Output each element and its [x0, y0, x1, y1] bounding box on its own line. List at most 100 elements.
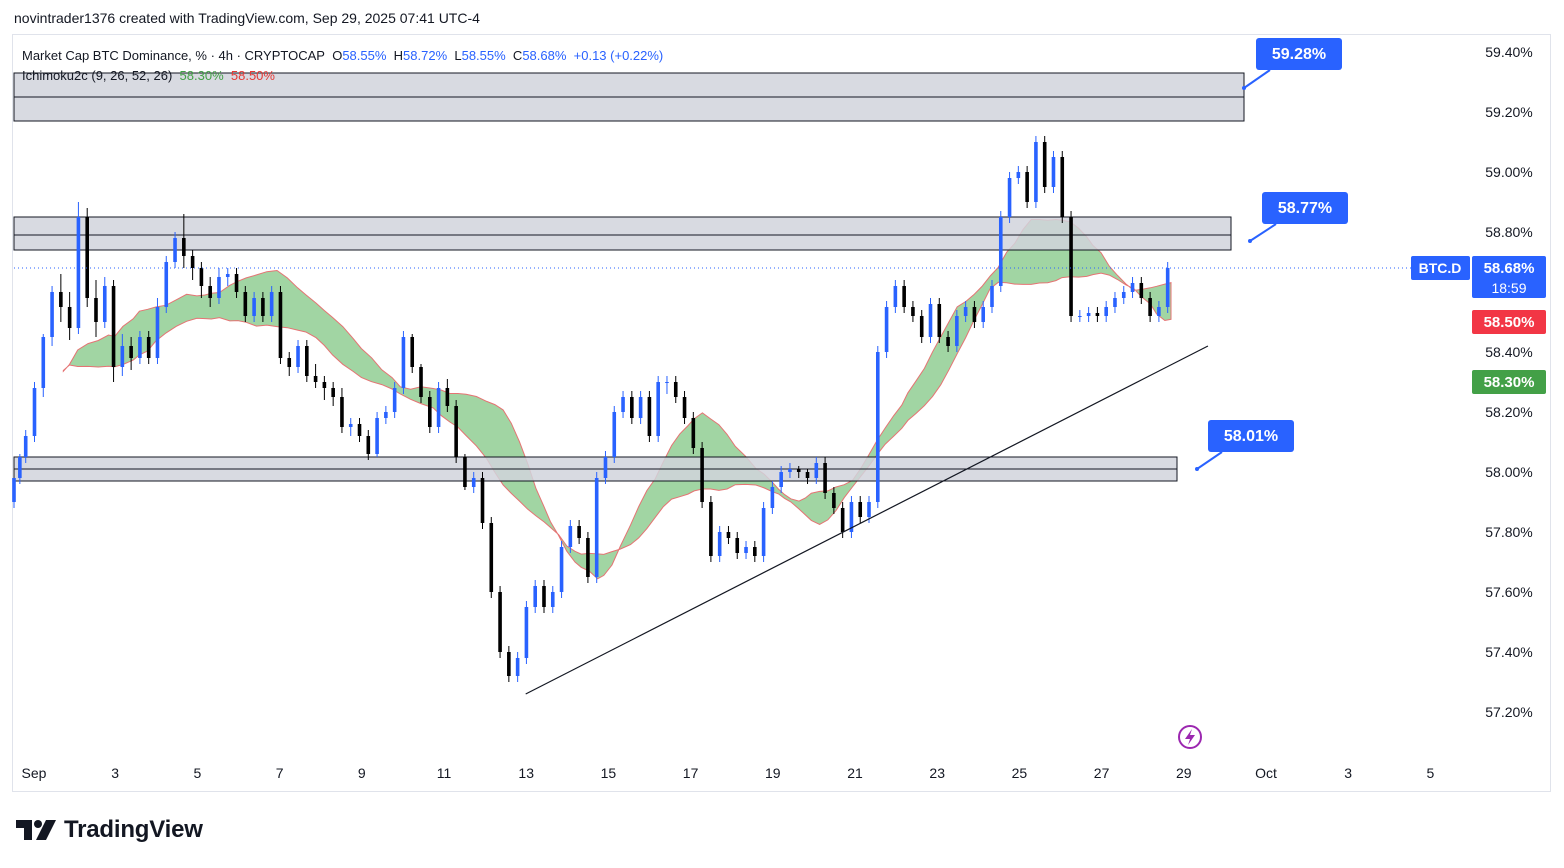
candle[interactable] — [463, 457, 467, 487]
candle[interactable] — [1148, 298, 1152, 316]
candle[interactable] — [840, 508, 845, 532]
candle[interactable] — [32, 388, 37, 436]
candle[interactable] — [665, 382, 669, 383]
candle[interactable] — [955, 316, 959, 346]
candle[interactable] — [717, 532, 722, 556]
candle[interactable] — [559, 547, 564, 592]
candle[interactable] — [1165, 268, 1170, 307]
candle[interactable] — [41, 337, 46, 388]
candle[interactable] — [1060, 157, 1065, 217]
candle[interactable] — [779, 472, 783, 487]
candle[interactable] — [313, 376, 318, 382]
candle[interactable] — [709, 502, 713, 556]
candle[interactable] — [603, 457, 608, 478]
candle[interactable] — [542, 586, 546, 607]
candle[interactable] — [1104, 307, 1108, 316]
candle[interactable] — [1086, 313, 1091, 316]
candle[interactable] — [111, 286, 116, 367]
candle[interactable] — [823, 463, 827, 493]
candle[interactable] — [647, 397, 652, 436]
candle[interactable] — [12, 478, 16, 502]
candle[interactable] — [102, 286, 107, 322]
candle[interactable] — [305, 346, 309, 376]
legend-indicator[interactable]: Ichimoku2c (9, 26, 52, 26) — [22, 68, 173, 83]
horizontal-zone[interactable] — [13, 216, 1232, 251]
candle[interactable] — [726, 532, 731, 538]
candle[interactable] — [348, 424, 353, 427]
candle[interactable] — [1157, 307, 1161, 316]
candle[interactable] — [1069, 217, 1073, 316]
candle[interactable] — [638, 397, 643, 418]
candle[interactable] — [357, 424, 362, 436]
candle[interactable] — [937, 304, 942, 337]
candle[interactable] — [735, 538, 740, 553]
candle[interactable] — [261, 298, 265, 316]
symbol-badge[interactable] — [1411, 256, 1470, 280]
candle[interactable] — [902, 286, 906, 307]
candle[interactable] — [911, 307, 915, 316]
candle[interactable] — [199, 268, 204, 286]
candle[interactable] — [138, 337, 142, 358]
candle[interactable] — [1113, 298, 1117, 307]
candle[interactable] — [893, 286, 898, 307]
candle[interactable] — [190, 256, 195, 268]
candle[interactable] — [164, 262, 169, 307]
candle[interactable] — [410, 337, 415, 367]
candle[interactable] — [928, 304, 933, 337]
candle[interactable] — [208, 286, 212, 298]
candle[interactable] — [331, 388, 335, 397]
candle[interactable] — [875, 352, 880, 502]
candle[interactable] — [85, 217, 90, 298]
candle[interactable] — [770, 487, 775, 508]
candle[interactable] — [67, 307, 72, 328]
candle[interactable] — [621, 397, 625, 412]
candle[interactable] — [577, 526, 581, 538]
candle[interactable] — [919, 316, 924, 337]
candle[interactable] — [1042, 142, 1047, 187]
candle[interactable] — [691, 418, 696, 448]
candle[interactable] — [814, 463, 819, 478]
tradingview-logo[interactable]: TradingView — [16, 816, 203, 844]
candle[interactable] — [296, 346, 300, 367]
candle[interactable] — [990, 286, 994, 307]
callout-box[interactable] — [1208, 420, 1294, 452]
candle[interactable] — [515, 658, 520, 676]
candle[interactable] — [946, 337, 950, 346]
candle[interactable] — [507, 652, 511, 676]
candle[interactable] — [454, 406, 458, 457]
candle[interactable] — [753, 547, 757, 556]
candle[interactable] — [59, 292, 63, 307]
candle[interactable] — [1051, 157, 1056, 187]
candle[interactable] — [76, 217, 81, 328]
candle[interactable] — [392, 388, 397, 412]
lightning-icon[interactable] — [1178, 725, 1202, 749]
candle[interactable] — [788, 469, 792, 472]
candle[interactable] — [252, 298, 256, 316]
candle[interactable] — [1007, 178, 1012, 217]
candle[interactable] — [146, 337, 151, 358]
candle[interactable] — [366, 436, 371, 454]
candle[interactable] — [217, 277, 221, 298]
candle[interactable] — [612, 412, 617, 457]
candle[interactable] — [594, 478, 599, 577]
candle[interactable] — [23, 436, 28, 457]
candle[interactable] — [858, 502, 863, 517]
candle[interactable] — [489, 523, 494, 592]
candle[interactable] — [375, 418, 379, 454]
candle[interactable] — [673, 382, 678, 397]
candle[interactable] — [120, 346, 125, 367]
candle[interactable] — [419, 367, 423, 397]
candle[interactable] — [805, 472, 810, 478]
candle[interactable] — [155, 307, 160, 358]
candle[interactable] — [1121, 292, 1126, 298]
candle[interactable] — [1139, 283, 1144, 298]
candle[interactable] — [1034, 142, 1038, 202]
candle[interactable] — [436, 388, 441, 427]
candle[interactable] — [18, 457, 22, 478]
candle[interactable] — [796, 469, 801, 472]
candle[interactable] — [656, 382, 660, 436]
candle[interactable] — [630, 397, 634, 418]
candle[interactable] — [981, 307, 986, 322]
candle[interactable] — [550, 592, 555, 607]
